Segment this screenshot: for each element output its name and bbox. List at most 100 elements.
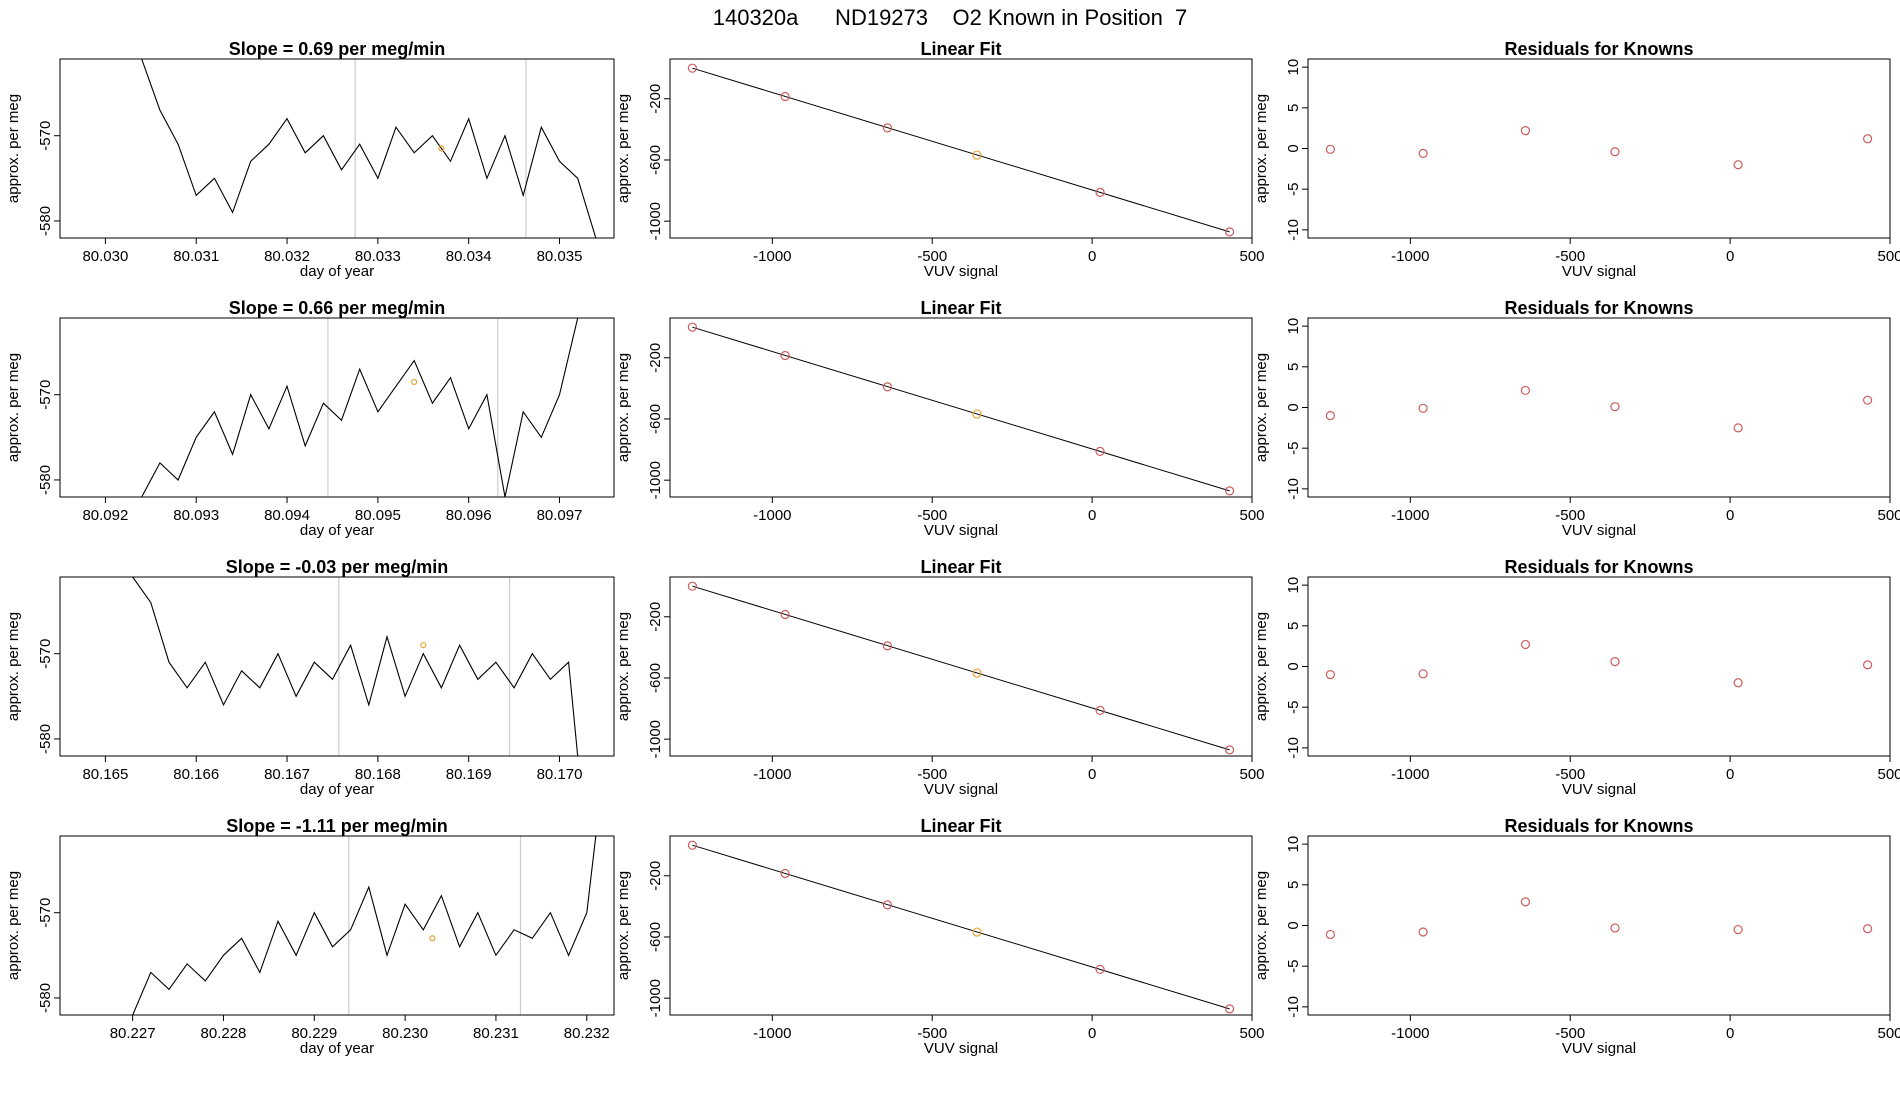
x-tick-label: 0 bbox=[1726, 248, 1734, 265]
y-axis-label: approx. per meg bbox=[1253, 353, 1270, 462]
data-point bbox=[1225, 486, 1235, 496]
panel-title: Residuals for Knowns bbox=[1504, 39, 1693, 59]
fit-line bbox=[692, 844, 1230, 1010]
data-point bbox=[1733, 924, 1743, 935]
x-tick-label: 80.034 bbox=[446, 248, 492, 265]
panel-title: Linear Fit bbox=[920, 298, 1001, 318]
x-tick-label: -1000 bbox=[753, 507, 791, 524]
y-axis-label: approx. per meg bbox=[615, 871, 632, 980]
panel-1-2: Linear Fit -1000 -500 0 500 -200 -600 -1000 VUV … bbox=[615, 39, 1265, 280]
x-tick-label: 80.227 bbox=[110, 1025, 156, 1042]
data-point bbox=[687, 581, 697, 591]
x-tick-label: -1000 bbox=[753, 1025, 791, 1042]
data-point bbox=[1095, 964, 1105, 975]
data-point bbox=[687, 840, 697, 850]
data-point bbox=[1733, 678, 1743, 688]
x-tick-label: 0 bbox=[1088, 766, 1096, 783]
data-point bbox=[1610, 923, 1620, 933]
y-tick-label: -200 bbox=[647, 84, 664, 114]
panel-title: Linear Fit bbox=[920, 39, 1001, 59]
y-axis-label: approx. per meg bbox=[5, 94, 22, 203]
data-point bbox=[1610, 402, 1620, 412]
x-tick-label: 500 bbox=[1877, 1025, 1900, 1042]
panel-title: Linear Fit bbox=[920, 816, 1001, 836]
y-axis-label: approx. per meg bbox=[1253, 612, 1270, 721]
x-tick-label: -1000 bbox=[753, 248, 791, 265]
x-tick-label: 80.097 bbox=[537, 507, 583, 524]
y-tick-label: 10 bbox=[1285, 836, 1302, 853]
x-tick-label: 80.228 bbox=[201, 1025, 247, 1042]
y-tick-label: -1000 bbox=[647, 979, 664, 1017]
x-tick-label: -500 bbox=[1555, 507, 1585, 524]
y-tick-label: -1000 bbox=[647, 720, 664, 758]
x-axis-label: VUV signal bbox=[1562, 1040, 1636, 1057]
y-tick-label: -600 bbox=[647, 922, 664, 952]
x-tick-label: 0 bbox=[1726, 507, 1734, 524]
x-tick-label: -500 bbox=[917, 507, 947, 524]
data-point bbox=[882, 900, 893, 910]
x-tick-label: 80.096 bbox=[446, 507, 492, 524]
fit-line bbox=[692, 326, 1230, 492]
data-point bbox=[972, 668, 982, 678]
x-axis-label: VUV signal bbox=[924, 1040, 998, 1057]
data-point bbox=[1325, 144, 1335, 154]
x-tick-label: 80.094 bbox=[264, 507, 310, 524]
y-tick-label: -10 bbox=[1285, 737, 1302, 759]
x-tick-label: -1000 bbox=[1391, 766, 1429, 783]
x-axis-label: VUV signal bbox=[924, 781, 998, 798]
data-point bbox=[1863, 924, 1873, 934]
data-point bbox=[1863, 660, 1873, 670]
data-point bbox=[1095, 705, 1105, 716]
y-tick-label: 5 bbox=[1285, 363, 1302, 371]
x-tick-label: 80.168 bbox=[355, 766, 401, 783]
plot-frame bbox=[669, 58, 1253, 239]
y-tick-label: -570 bbox=[37, 121, 54, 151]
sample-marker bbox=[438, 145, 445, 152]
panel-title: Residuals for Knowns bbox=[1504, 298, 1693, 318]
y-tick-label: -5 bbox=[1285, 442, 1302, 455]
x-tick-label: 80.229 bbox=[291, 1025, 337, 1042]
data-point bbox=[1418, 669, 1428, 679]
data-point bbox=[1095, 187, 1105, 198]
y-tick-label: 10 bbox=[1285, 59, 1302, 76]
x-tick-label: 80.166 bbox=[173, 766, 219, 783]
y-tick-label: -5 bbox=[1285, 183, 1302, 196]
plot-frame bbox=[1307, 58, 1891, 239]
y-axis-label: approx. per meg bbox=[5, 353, 22, 462]
x-tick-label: -500 bbox=[1555, 1025, 1585, 1042]
x-tick-label: 0 bbox=[1088, 1025, 1096, 1042]
data-point bbox=[882, 382, 893, 392]
fit-line bbox=[692, 67, 1230, 233]
data-point bbox=[1520, 897, 1531, 907]
panel-title: Slope = -1.11 per meg/min bbox=[226, 816, 448, 836]
figure-title: 140320a ND19273 O2 Known in Position 7 bbox=[713, 5, 1188, 30]
data-point bbox=[1610, 657, 1620, 667]
data-point bbox=[780, 350, 790, 361]
x-axis-label: VUV signal bbox=[1562, 263, 1636, 280]
x-tick-label: 500 bbox=[1877, 248, 1900, 265]
y-tick-label: -10 bbox=[1285, 219, 1302, 241]
x-tick-label: -1000 bbox=[1391, 1025, 1429, 1042]
data-point bbox=[1225, 1004, 1235, 1014]
data-point bbox=[780, 609, 790, 620]
x-axis-label: VUV signal bbox=[924, 263, 998, 280]
x-tick-label: 0 bbox=[1726, 1025, 1734, 1042]
x-tick-label: 80.093 bbox=[173, 507, 219, 524]
x-tick-label: 0 bbox=[1726, 766, 1734, 783]
data-point bbox=[1520, 385, 1531, 396]
y-tick-label: -5 bbox=[1285, 701, 1302, 714]
panel-3-1: Slope = -0.03 per meg/min 80.165 80.166 80.… bbox=[5, 557, 615, 798]
y-tick-label: -580 bbox=[37, 465, 54, 495]
data-trace bbox=[141, 318, 579, 497]
x-tick-label: 80.169 bbox=[446, 766, 492, 783]
x-tick-label: 0 bbox=[1088, 248, 1096, 265]
x-tick-label: 80.170 bbox=[537, 766, 583, 783]
x-tick-label: 0 bbox=[1088, 507, 1096, 524]
data-point bbox=[1418, 148, 1428, 158]
y-axis-label: approx. per meg bbox=[5, 612, 22, 721]
x-axis-label: day of year bbox=[300, 263, 374, 280]
y-tick-label: 10 bbox=[1285, 577, 1302, 594]
data-trace bbox=[141, 59, 597, 238]
x-tick-label: -1000 bbox=[753, 766, 791, 783]
